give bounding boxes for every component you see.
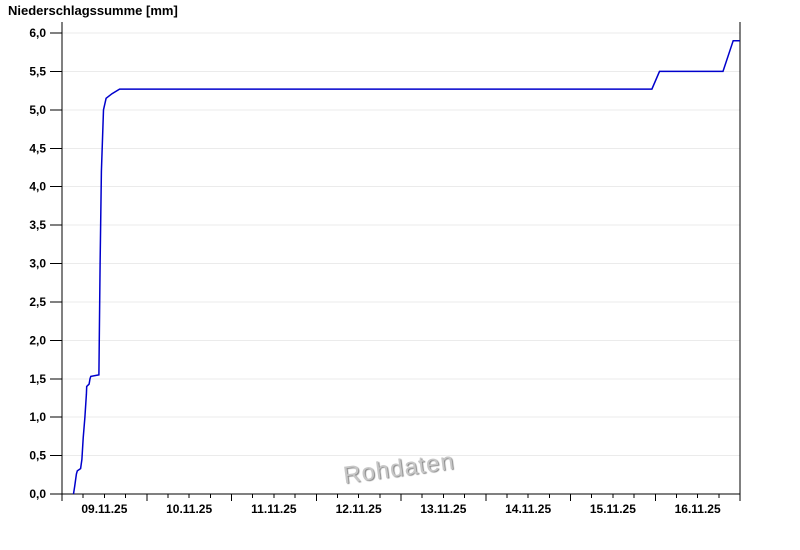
y-tick-label: 0,0 [29,487,46,501]
x-tick-label: 15.11.25 [590,502,636,516]
y-tick-label: 1,5 [29,372,46,386]
x-tick-label: 09.11.25 [81,502,127,516]
y-tick-label: 1,0 [29,410,46,424]
y-tick-label: 4,5 [29,141,46,155]
y-tick-label: 5,0 [29,103,46,117]
y-tick-label: 3,5 [29,218,46,232]
y-tick-label: 4,0 [29,180,46,194]
y-tick-label: 2,0 [29,333,46,347]
x-tick-label: 12.11.25 [336,502,382,516]
series-line-niederschlagssumme [72,39,740,495]
y-tick-label: 6,0 [29,26,46,40]
x-tick-label: 16.11.25 [675,502,721,516]
x-tick-label: 10.11.25 [166,502,212,516]
x-tick-label: 13.11.25 [420,502,466,516]
x-tick-label: 11.11.25 [251,502,297,516]
y-tick-label: 3,0 [29,257,46,271]
chart-title: Niederschlagssumme [mm] [8,3,178,18]
y-tick-label: 0,5 [29,449,46,463]
y-tick-label: 5,5 [29,64,46,78]
x-tick-label: 14.11.25 [505,502,551,516]
y-tick-label: 2,5 [29,295,46,309]
